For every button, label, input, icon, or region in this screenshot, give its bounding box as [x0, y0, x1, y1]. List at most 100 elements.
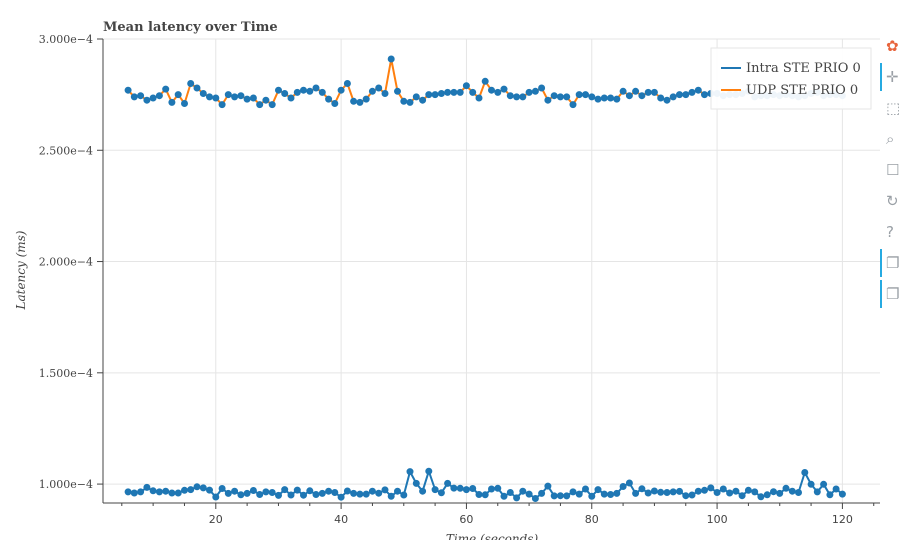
data-point: [137, 488, 145, 496]
data-point: [243, 489, 251, 497]
data-point: [575, 490, 583, 498]
y-tick-label: 2.000e−4: [39, 256, 93, 269]
data-point: [701, 486, 708, 494]
save-tool-icon[interactable]: ☐: [886, 162, 900, 178]
data-point: [475, 94, 483, 102]
data-point: [181, 486, 188, 494]
data-point: [506, 489, 514, 496]
data-point: [776, 489, 784, 497]
data-point: [657, 94, 665, 102]
data-point: [694, 86, 702, 94]
x-ticks: 20 40 60 80 100 120: [121, 503, 875, 526]
data-point: [168, 98, 176, 106]
data-point: [206, 486, 213, 494]
data-point: [350, 97, 358, 105]
help-tool-icon[interactable]: ?: [886, 224, 894, 240]
data-point: [124, 86, 132, 94]
data-point: [462, 486, 470, 494]
reset-tool-icon[interactable]: ↻: [886, 193, 899, 209]
data-point: [538, 489, 546, 497]
x-tick-label: 40: [334, 513, 348, 526]
data-point: [450, 484, 458, 492]
data-point: [155, 92, 163, 100]
data-point: [193, 84, 201, 92]
active-tool-indicator: [880, 63, 882, 91]
data-point: [469, 88, 477, 96]
data-point: [281, 90, 289, 97]
y-ticks: 1.000e−4 1.500e−4 2.000e−4 2.500e−4 3.000e−4: [39, 33, 103, 491]
hover-tool-2-icon[interactable]: ❐: [886, 286, 900, 302]
data-point: [368, 487, 376, 495]
data-point: [513, 93, 521, 101]
data-point: [237, 92, 245, 100]
data-point: [362, 95, 370, 103]
data-point: [325, 95, 333, 103]
data-point: [381, 486, 389, 494]
y-tick-label: 1.000e−4: [39, 478, 93, 491]
data-point: [500, 85, 508, 93]
data-point: [425, 467, 433, 475]
data-point: [287, 491, 295, 499]
data-point: [350, 489, 358, 497]
data-point: [638, 485, 646, 493]
data-point: [619, 483, 627, 490]
x-tick-label: 60: [459, 513, 473, 526]
data-point: [412, 93, 420, 101]
wheel-zoom-tool-icon[interactable]: ⌕: [886, 131, 895, 147]
data-point: [732, 487, 740, 495]
data-point: [337, 86, 345, 94]
x-tick-label: 120: [832, 513, 853, 526]
x-tick-label: 100: [707, 513, 728, 526]
data-point: [663, 96, 671, 104]
data-point: [287, 94, 295, 102]
data-point: [456, 88, 464, 96]
bokeh-logo-icon[interactable]: ✿: [886, 38, 899, 54]
data-point: [600, 490, 608, 498]
data-point: [400, 491, 408, 499]
data-point: [500, 492, 508, 500]
x-tick-label: 80: [585, 513, 599, 526]
data-point: [563, 492, 571, 500]
data-point: [820, 480, 828, 488]
data-point: [387, 55, 395, 63]
data-point: [469, 485, 477, 492]
data-point: [669, 93, 677, 101]
data-point: [450, 88, 458, 96]
data-point: [275, 491, 282, 499]
data-point: [394, 487, 401, 495]
y-tick-label: 1.500e−4: [39, 367, 93, 380]
data-point: [738, 492, 746, 500]
data-point: [832, 485, 840, 493]
data-point: [582, 91, 589, 99]
data-point: [343, 80, 351, 87]
data-point: [375, 84, 383, 92]
data-point: [318, 88, 326, 96]
chart-title: Mean latency over Time: [103, 20, 278, 35]
data-point: [218, 485, 226, 492]
data-point: [644, 489, 652, 497]
data-point: [770, 488, 777, 496]
data-point: [544, 96, 552, 104]
data-point: [406, 98, 414, 106]
data-point: [312, 84, 320, 92]
data-point: [181, 100, 188, 107]
data-point: [281, 486, 289, 494]
active-tool-indicator: [880, 280, 882, 308]
data-point: [174, 489, 182, 497]
pan-tool-icon[interactable]: ✛: [886, 69, 899, 85]
series: [124, 55, 846, 502]
data-point: [162, 85, 170, 93]
data-point: [525, 490, 533, 498]
data-point: [481, 77, 489, 85]
data-point: [155, 488, 163, 496]
box-zoom-tool-icon[interactable]: ⬚: [886, 100, 900, 116]
data-point: [318, 489, 326, 497]
data-point: [218, 101, 226, 109]
hover-tool-icon[interactable]: ❐: [886, 255, 900, 271]
data-point: [525, 88, 533, 96]
data-point: [256, 101, 264, 109]
data-point: [569, 488, 577, 496]
data-point: [394, 87, 401, 95]
data-point: [782, 484, 790, 492]
